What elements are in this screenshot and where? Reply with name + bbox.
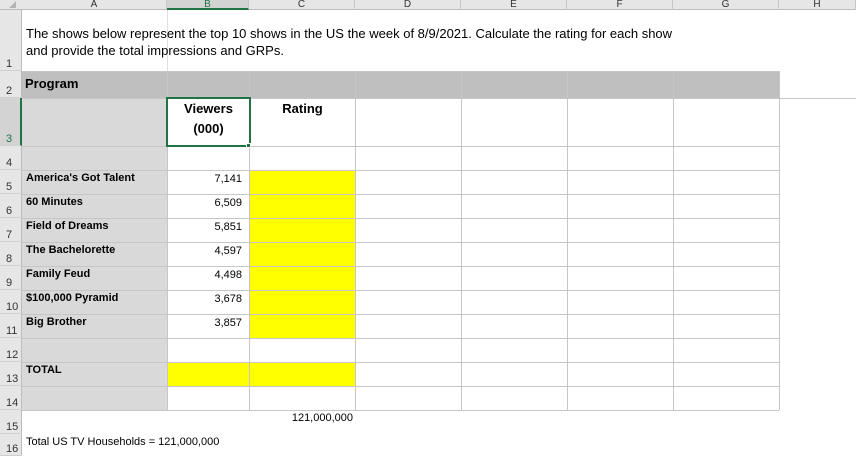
header-viewers-line-1: Viewers	[184, 101, 233, 116]
grid-vline-e	[461, 71, 462, 410]
column-header-f[interactable]: F	[567, 0, 673, 10]
grid-hline-8	[22, 242, 779, 243]
column-header-h[interactable]: H	[779, 0, 856, 10]
grid-hline-4	[22, 146, 779, 147]
row-header-1[interactable]: 1	[0, 10, 22, 71]
grid-hline-3	[22, 98, 856, 99]
rating-input-range[interactable]	[250, 170, 355, 338]
households-label: Total US TV Households = 121,000,000	[26, 436, 220, 448]
show-viewers-6: 3,678	[214, 293, 242, 305]
column-header-d[interactable]: D	[355, 0, 461, 10]
households-value: 121,000,000	[291, 412, 353, 424]
grid-vline-d	[355, 71, 356, 410]
show-name-3: Field of Dreams	[26, 220, 109, 232]
row-header-5[interactable]: 5	[0, 170, 22, 194]
row-header-4[interactable]: 4	[0, 146, 22, 170]
grid-hline-10	[22, 290, 779, 291]
show-viewers-1: 7,141	[214, 173, 242, 185]
grid-hline-13	[22, 362, 779, 363]
show-viewers-7: 3,857	[214, 317, 242, 329]
row-header-16[interactable]: 16	[0, 434, 22, 456]
show-name-6: $100,000 Pyramid	[26, 292, 119, 304]
column-header-e[interactable]: E	[461, 0, 567, 10]
grid-hline-14	[22, 386, 779, 387]
show-viewers-5: 4,498	[214, 269, 242, 281]
header-viewers-line-2: (000)	[193, 121, 224, 136]
instructions-line-2: and provide the total impressions and GR…	[26, 43, 284, 58]
column-header-g[interactable]: G	[673, 0, 779, 10]
grid-hline-9	[22, 266, 779, 267]
header-rating: Rating	[282, 101, 323, 116]
total-viewers-cell[interactable]	[168, 362, 249, 386]
grid-vline-b-top	[167, 10, 168, 71]
show-name-7: Big Brother	[26, 316, 87, 328]
row-header-3[interactable]: 3	[0, 98, 22, 146]
header-program: Program	[25, 76, 79, 91]
row-header-10[interactable]: 10	[0, 290, 22, 314]
grid-hline-6	[22, 194, 779, 195]
header-row-band	[22, 71, 779, 98]
row-header-9[interactable]: 9	[0, 266, 22, 290]
grid-vline-g	[673, 71, 674, 410]
row-header-12[interactable]: 12	[0, 338, 22, 362]
show-viewers-3: 5,851	[214, 221, 242, 233]
row-header-11[interactable]: 11	[0, 314, 22, 338]
select-all-corner[interactable]	[9, 1, 16, 8]
show-name-5: Family Feud	[26, 268, 91, 280]
program-column-fill	[22, 98, 167, 410]
row-header-15[interactable]: 15	[0, 410, 22, 434]
grid-vline-f	[567, 71, 568, 410]
column-header-c[interactable]: C	[249, 0, 355, 10]
grid-vline-b	[167, 71, 168, 410]
show-name-4: The Bachelorette	[26, 244, 116, 256]
grid-hline-7	[22, 218, 779, 219]
row-header-13[interactable]: 13	[0, 362, 22, 386]
instructions-line-1: The shows below represent the top 10 sho…	[26, 26, 673, 41]
total-rating-cell[interactable]	[250, 362, 355, 386]
show-viewers-4: 4,597	[214, 245, 242, 257]
grid-vline-h	[779, 71, 780, 410]
selected-cell-b3[interactable]	[166, 97, 251, 147]
column-header-a[interactable]: A	[22, 0, 167, 10]
fill-handle[interactable]	[246, 143, 251, 148]
show-name-1: America's Got Talent	[26, 172, 135, 184]
grid-vline-c	[249, 71, 250, 410]
row-header-14[interactable]: 14	[0, 386, 22, 410]
row-header-8[interactable]: 8	[0, 242, 22, 266]
column-header-bar	[0, 0, 856, 10]
row-header-2[interactable]: 2	[0, 71, 22, 98]
row-header-7[interactable]: 7	[0, 218, 22, 242]
grid-hline-12	[22, 338, 779, 339]
grid-hline-11	[22, 314, 779, 315]
show-viewers-2: 6,509	[214, 197, 242, 209]
grid-hline-15	[22, 410, 779, 411]
total-label: TOTAL	[26, 364, 62, 376]
grid-hline-5	[22, 170, 779, 171]
show-name-2: 60 Minutes	[26, 196, 83, 208]
row-header-6[interactable]: 6	[0, 194, 22, 218]
column-header-b[interactable]: B	[167, 0, 249, 10]
grid-hline-2	[22, 71, 779, 72]
